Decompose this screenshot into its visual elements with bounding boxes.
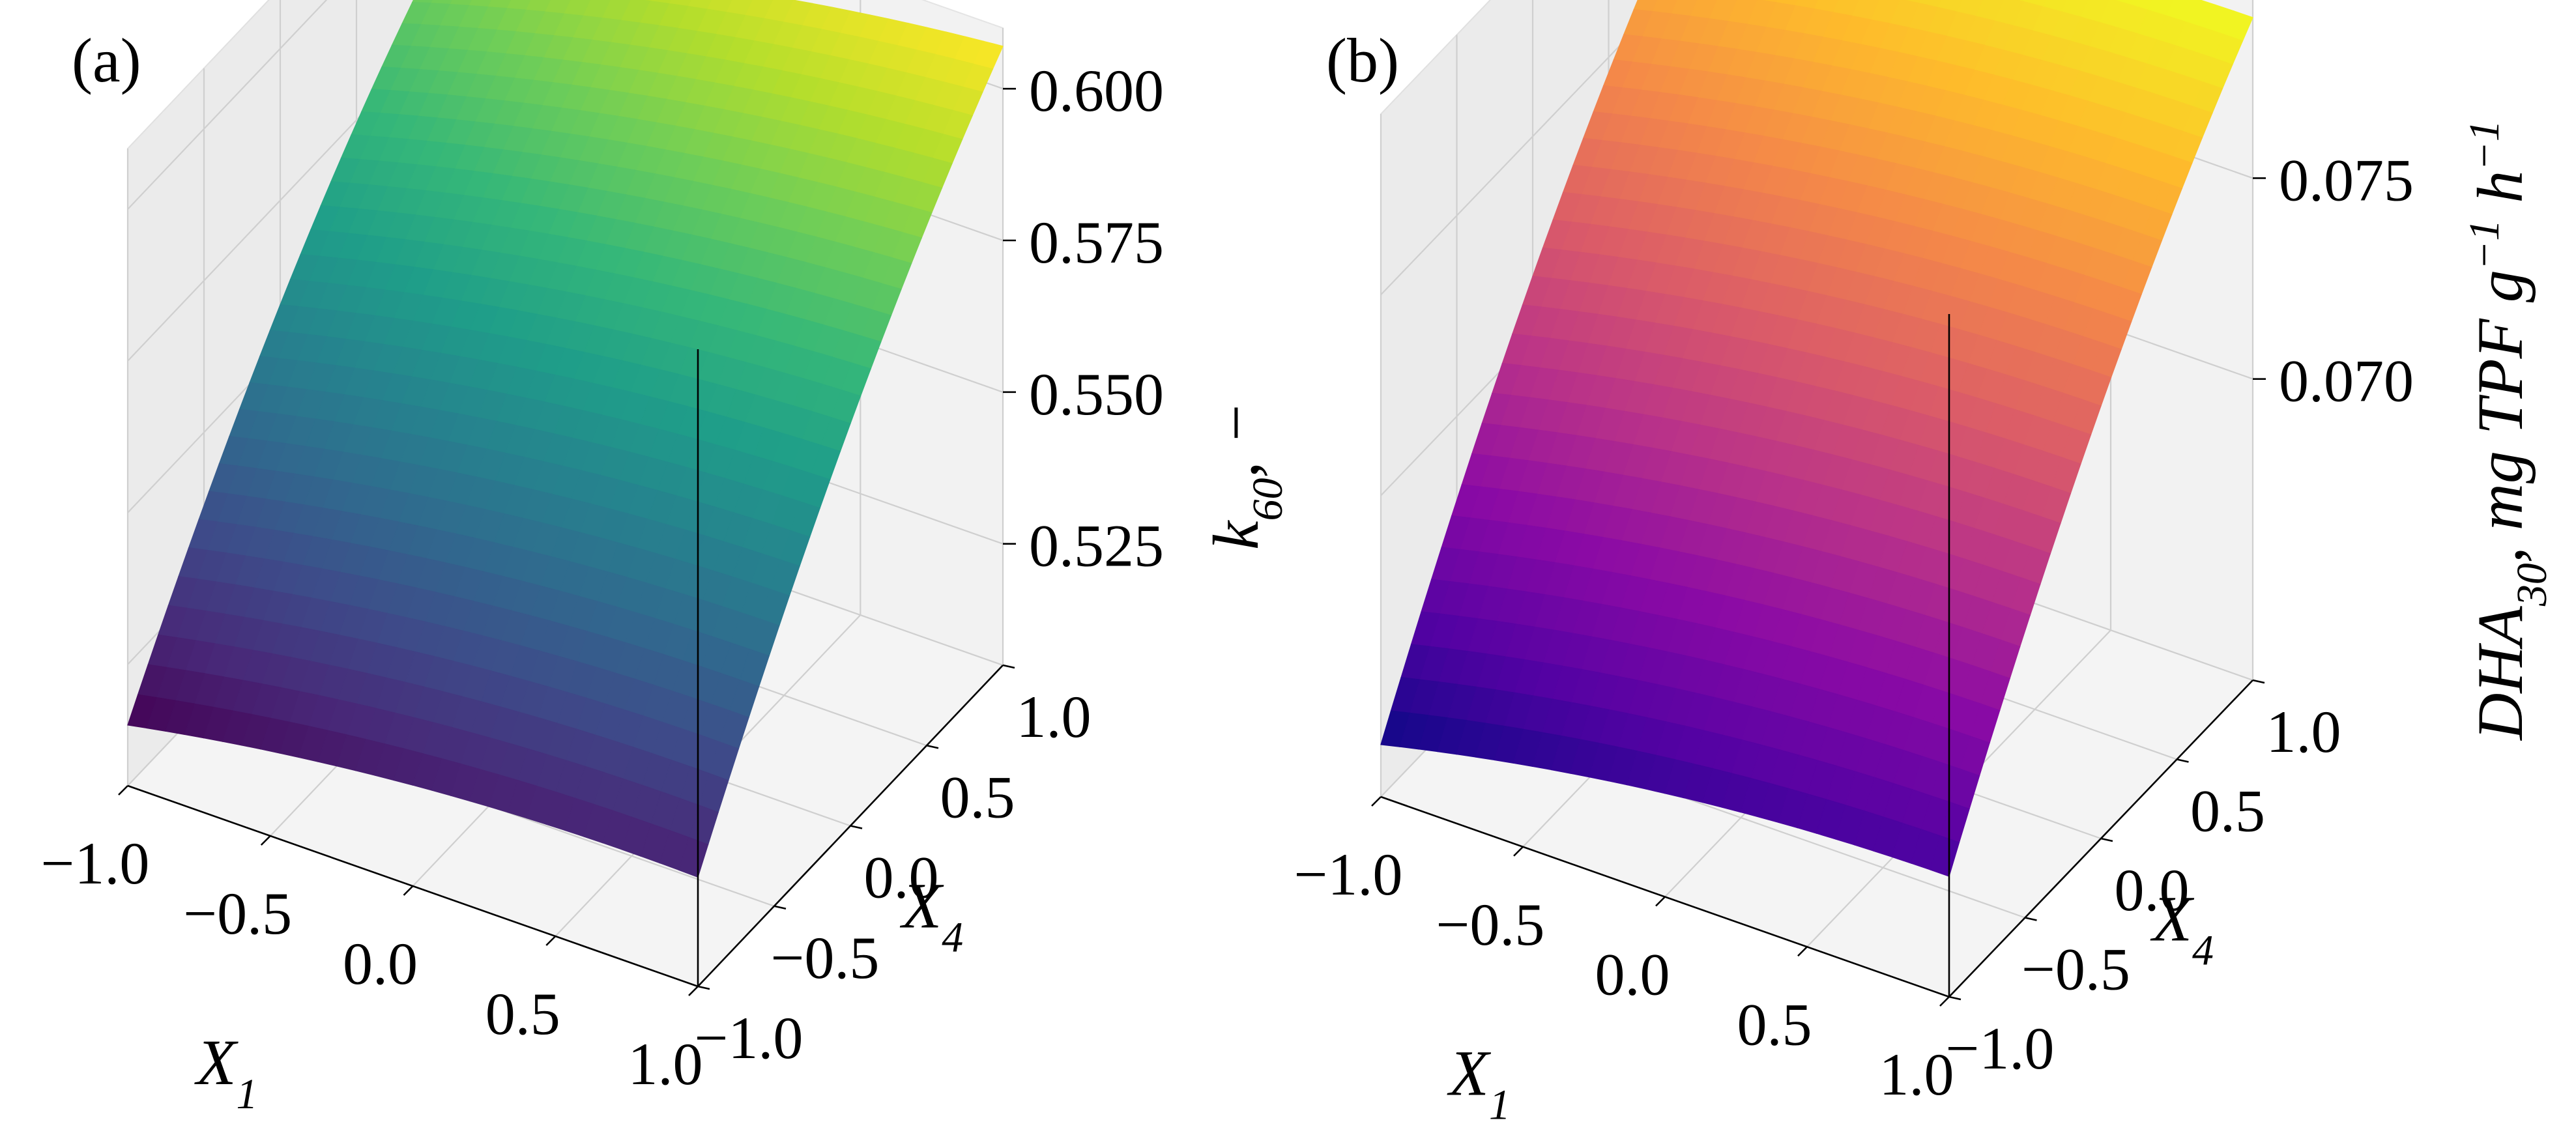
y-tick-mark xyxy=(774,905,787,910)
x-tick-mark xyxy=(1513,846,1524,857)
surface-patch xyxy=(678,837,709,878)
panel-b-label: (b) xyxy=(1326,25,1399,95)
x-tick-mark xyxy=(688,986,699,996)
y-tick-label: 0.0 xyxy=(864,844,939,911)
x-tick-label: 0.0 xyxy=(343,930,418,997)
y-tick-mark xyxy=(2177,758,2189,763)
y-tick-label: 1.0 xyxy=(2266,698,2341,765)
x-tick-mark xyxy=(260,835,271,846)
surface xyxy=(127,0,1004,878)
z-axis-label: k60, − xyxy=(1200,401,1292,550)
y-axis-label: X4 xyxy=(2150,883,2214,975)
x-axis-label: X1 xyxy=(194,1026,257,1118)
y-tick-label: −1.0 xyxy=(695,1005,803,1071)
x-tick-label: 0.5 xyxy=(1737,991,1812,1057)
panel-a-label: (a) xyxy=(72,25,141,95)
x-tick-mark xyxy=(118,785,128,796)
x-tick-mark xyxy=(1939,996,1950,1007)
y-tick-mark xyxy=(2025,917,2037,921)
y-tick-mark xyxy=(2252,679,2265,684)
y-tick-label: −0.5 xyxy=(2021,936,2130,1003)
z-tick-label: 0.525 xyxy=(1029,513,1164,579)
y-tick-label: 1.0 xyxy=(1017,683,1092,750)
y-axis-label: X4 xyxy=(899,869,963,961)
x-tick-label: −1.0 xyxy=(41,830,150,896)
y-tick-mark xyxy=(850,825,863,829)
y-tick-mark xyxy=(697,985,710,990)
y-tick-mark xyxy=(2100,837,2113,842)
z-axis-label: DHA30, mg TPF g−1 h−1 xyxy=(2461,120,2556,741)
x-tick-label: 1.0 xyxy=(1879,1041,1954,1108)
x-tick-mark xyxy=(403,885,414,896)
y-tick-mark xyxy=(1002,664,1015,669)
x-tick-mark xyxy=(1371,796,1382,807)
panel-b-surface-plot: (b) −1.0−0.50.00.51.0−1.0−0.50.00.51.00.… xyxy=(1294,0,2556,1128)
y-tick-mark xyxy=(1948,996,1961,1001)
x-tick-label: −1.0 xyxy=(1294,841,1403,908)
x-tick-label: 0.0 xyxy=(1595,941,1670,1008)
surface-patch xyxy=(1930,835,1960,877)
x-tick-mark xyxy=(1797,946,1808,957)
x-tick-label: 1.0 xyxy=(628,1031,703,1097)
y-tick-label: −1.0 xyxy=(1946,1015,2055,1082)
panel-a-surface-plot: (a) −1.0−0.50.00.51.0−1.0−0.50.00.51.00.… xyxy=(41,0,1292,1117)
y-tick-label: 0.5 xyxy=(940,764,1015,830)
y-tick-label: 0.5 xyxy=(2190,778,2265,844)
y-tick-label: 0.0 xyxy=(2115,857,2190,923)
x-tick-label: −0.5 xyxy=(183,880,292,947)
x-tick-label: −0.5 xyxy=(1436,891,1545,958)
x-tick-mark xyxy=(545,936,557,946)
z-tick-label: 0.575 xyxy=(1029,209,1164,276)
z-tick-label: 0.550 xyxy=(1029,361,1164,427)
z-tick-label: 0.070 xyxy=(2279,348,2414,414)
x-axis-label: X1 xyxy=(1447,1037,1511,1129)
surface xyxy=(1380,0,2253,877)
x-tick-mark xyxy=(1655,896,1666,907)
z-tick-label: 0.600 xyxy=(1029,57,1164,124)
z-tick-label: 0.075 xyxy=(2279,147,2414,213)
y-tick-mark xyxy=(926,744,939,749)
x-tick-label: 0.5 xyxy=(485,981,560,1047)
y-tick-label: −0.5 xyxy=(771,925,880,991)
